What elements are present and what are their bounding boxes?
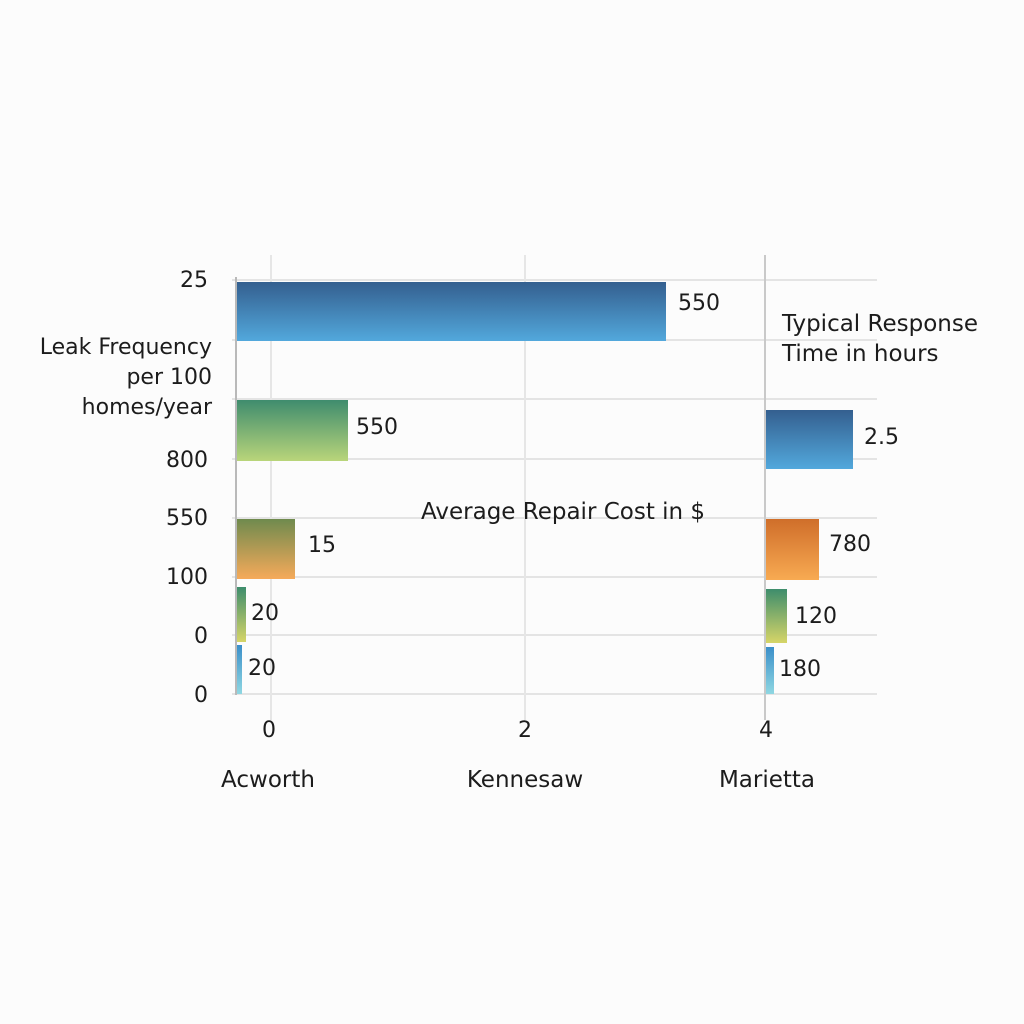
bar-value-label: 2.5	[864, 425, 899, 450]
bar-value-label: 15	[308, 533, 336, 558]
right-group-axis	[764, 255, 766, 720]
bar-value-label: 20	[248, 656, 276, 681]
gridline-h	[232, 398, 877, 400]
bar-right-3[interactable]	[766, 589, 787, 643]
bar-right-2[interactable]	[766, 519, 819, 580]
y-axis-line	[235, 277, 237, 695]
bar-value-label: 20	[251, 601, 279, 626]
y-axis-title: Leak Frequency per 100 homes/year	[10, 333, 212, 423]
bar-left-4[interactable]	[237, 587, 246, 642]
bar-right-4[interactable]	[766, 647, 774, 694]
y-axis-title-line: Leak Frequency	[39, 335, 212, 360]
bar-value-label: 550	[356, 415, 398, 440]
gridline-h	[232, 279, 877, 281]
bar-left-2[interactable]	[237, 400, 348, 461]
bar-left-3[interactable]	[237, 519, 295, 579]
gridline-h	[232, 634, 877, 636]
category-label: Kennesaw	[466, 767, 584, 793]
y-tick: 100	[166, 565, 208, 590]
y-tick: 550	[166, 506, 208, 531]
category-label: Acworth	[221, 767, 315, 793]
bar-value-label: 550	[678, 291, 720, 316]
gridline-h	[232, 693, 877, 695]
y-tick: 0	[194, 624, 208, 649]
bar-value-label: 180	[779, 657, 821, 682]
y-axis-title-line: per 100	[126, 365, 212, 390]
bar-value-label: 120	[795, 604, 837, 629]
response-time-label-line: Typical Response	[782, 311, 978, 337]
category-label: Marietta	[718, 767, 816, 793]
gridline-h	[232, 458, 877, 460]
response-time-label: Typical Response Time in hours	[782, 309, 978, 369]
gridline-v	[524, 255, 526, 720]
y-axis-title-line: homes/year	[81, 395, 212, 420]
response-time-label-line: Time in hours	[782, 341, 939, 367]
y-tick: 800	[166, 448, 208, 473]
bar-left-5[interactable]	[237, 645, 242, 694]
bar-right-1[interactable]	[766, 410, 853, 469]
x-tick: 2	[518, 718, 532, 743]
gridline-v	[270, 255, 272, 720]
x-tick: 4	[759, 718, 773, 743]
repair-cost-label: Average Repair Cost in $	[421, 499, 706, 525]
bar-value-label: 780	[829, 532, 871, 557]
y-tick: 25	[180, 268, 208, 293]
x-tick: 0	[262, 718, 276, 743]
bar-left-1[interactable]	[237, 282, 666, 341]
gridline-h	[232, 517, 877, 519]
gridline-h	[232, 576, 877, 578]
y-tick: 0	[194, 683, 208, 708]
